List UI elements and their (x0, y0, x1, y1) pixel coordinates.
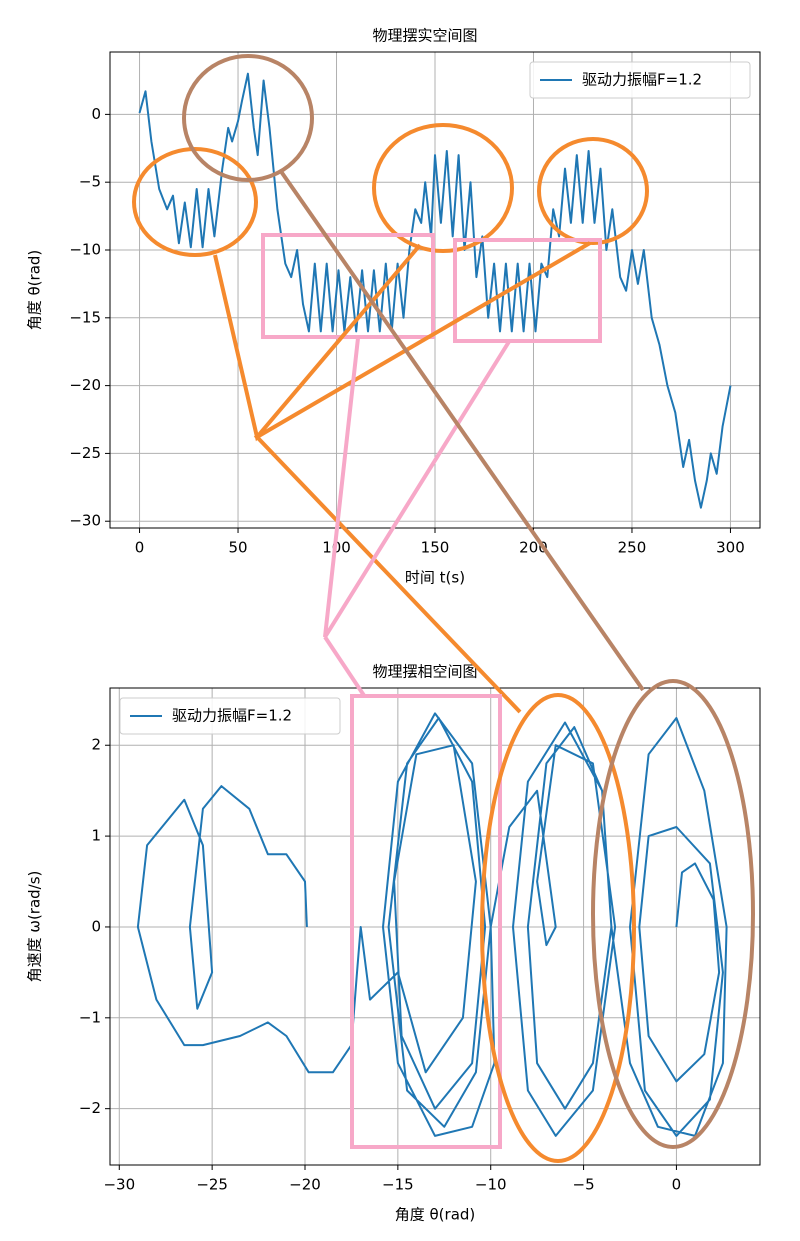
highlight-ellipse (132, 147, 258, 257)
highlight-rect (453, 238, 602, 343)
data-line (136, 712, 728, 1137)
y-tick-label: −20 (69, 376, 101, 394)
x-tick-label: −15 (382, 1176, 414, 1194)
highlight-ellipse (372, 123, 514, 253)
y-tick-label: 2 (91, 736, 101, 754)
connector (278, 168, 645, 692)
connector (253, 241, 592, 714)
x-tick-label: −10 (475, 1176, 507, 1194)
y-tick-label: −1 (79, 1008, 101, 1026)
legend-frame (119, 697, 341, 735)
connector (323, 635, 367, 699)
x-axis-label: 时间 t(s) (405, 569, 465, 587)
y-tick-label: −2 (79, 1099, 101, 1117)
highlight-ellipse (537, 137, 649, 245)
x-tick-label: 50 (228, 539, 247, 557)
legend-frame (529, 61, 751, 99)
y-axis-label: 角度 θ(rad) (26, 250, 44, 331)
highlight-ellipse (182, 54, 314, 182)
x-axis-label: 角度 θ(rad) (395, 1206, 476, 1224)
highlight-rect (261, 233, 435, 339)
x-tick-label: −25 (196, 1176, 228, 1194)
y-tick-label: −10 (69, 240, 101, 258)
y-tick-label: −25 (69, 444, 101, 462)
legend: 驱动力振幅F=1.2 (529, 61, 751, 99)
y-tick-label: 0 (91, 917, 101, 935)
y-tick-label: −15 (69, 308, 101, 326)
highlight-ellipse (591, 679, 755, 1149)
legend-label: 驱动力振幅F=1.2 (582, 71, 702, 89)
x-tick-label: 0 (672, 1176, 682, 1194)
legend: 驱动力振幅F=1.2 (119, 697, 341, 735)
x-tick-label: 300 (716, 539, 745, 557)
x-tick-label: −5 (573, 1176, 595, 1194)
chart-title: 物理摆实空间图 (372, 27, 477, 45)
chart-title: 物理摆相空间图 (372, 663, 477, 681)
connector (213, 243, 422, 442)
annotations (132, 54, 755, 1163)
chart: 0 50 100 150 200 250 3000−5−10−15−20−25−30物理摆实… (26, 27, 761, 587)
x-tick-label: 0 (135, 539, 145, 557)
y-tick-label: −30 (69, 512, 101, 530)
y-tick-label: −5 (79, 173, 101, 191)
x-tick-label: −20 (289, 1176, 321, 1194)
highlight-rect (350, 694, 502, 1149)
charts: 0 50 100 150 200 250 3000−5−10−15−20−25−30物理摆实… (26, 27, 761, 1224)
x-tick-label: 250 (618, 539, 647, 557)
y-tick-label: 1 (91, 827, 101, 845)
x-tick-label: 150 (421, 539, 450, 557)
plot-frame (109, 51, 761, 529)
legend-label: 驱动力振幅F=1.2 (172, 707, 292, 725)
highlight-ellipse (480, 693, 636, 1163)
x-tick-label: −30 (103, 1176, 135, 1194)
y-axis-label: 角速度 ω(rad/s) (26, 871, 44, 983)
connector (323, 337, 512, 639)
y-tick-label: 0 (91, 105, 101, 123)
plot-frame (109, 687, 761, 1166)
